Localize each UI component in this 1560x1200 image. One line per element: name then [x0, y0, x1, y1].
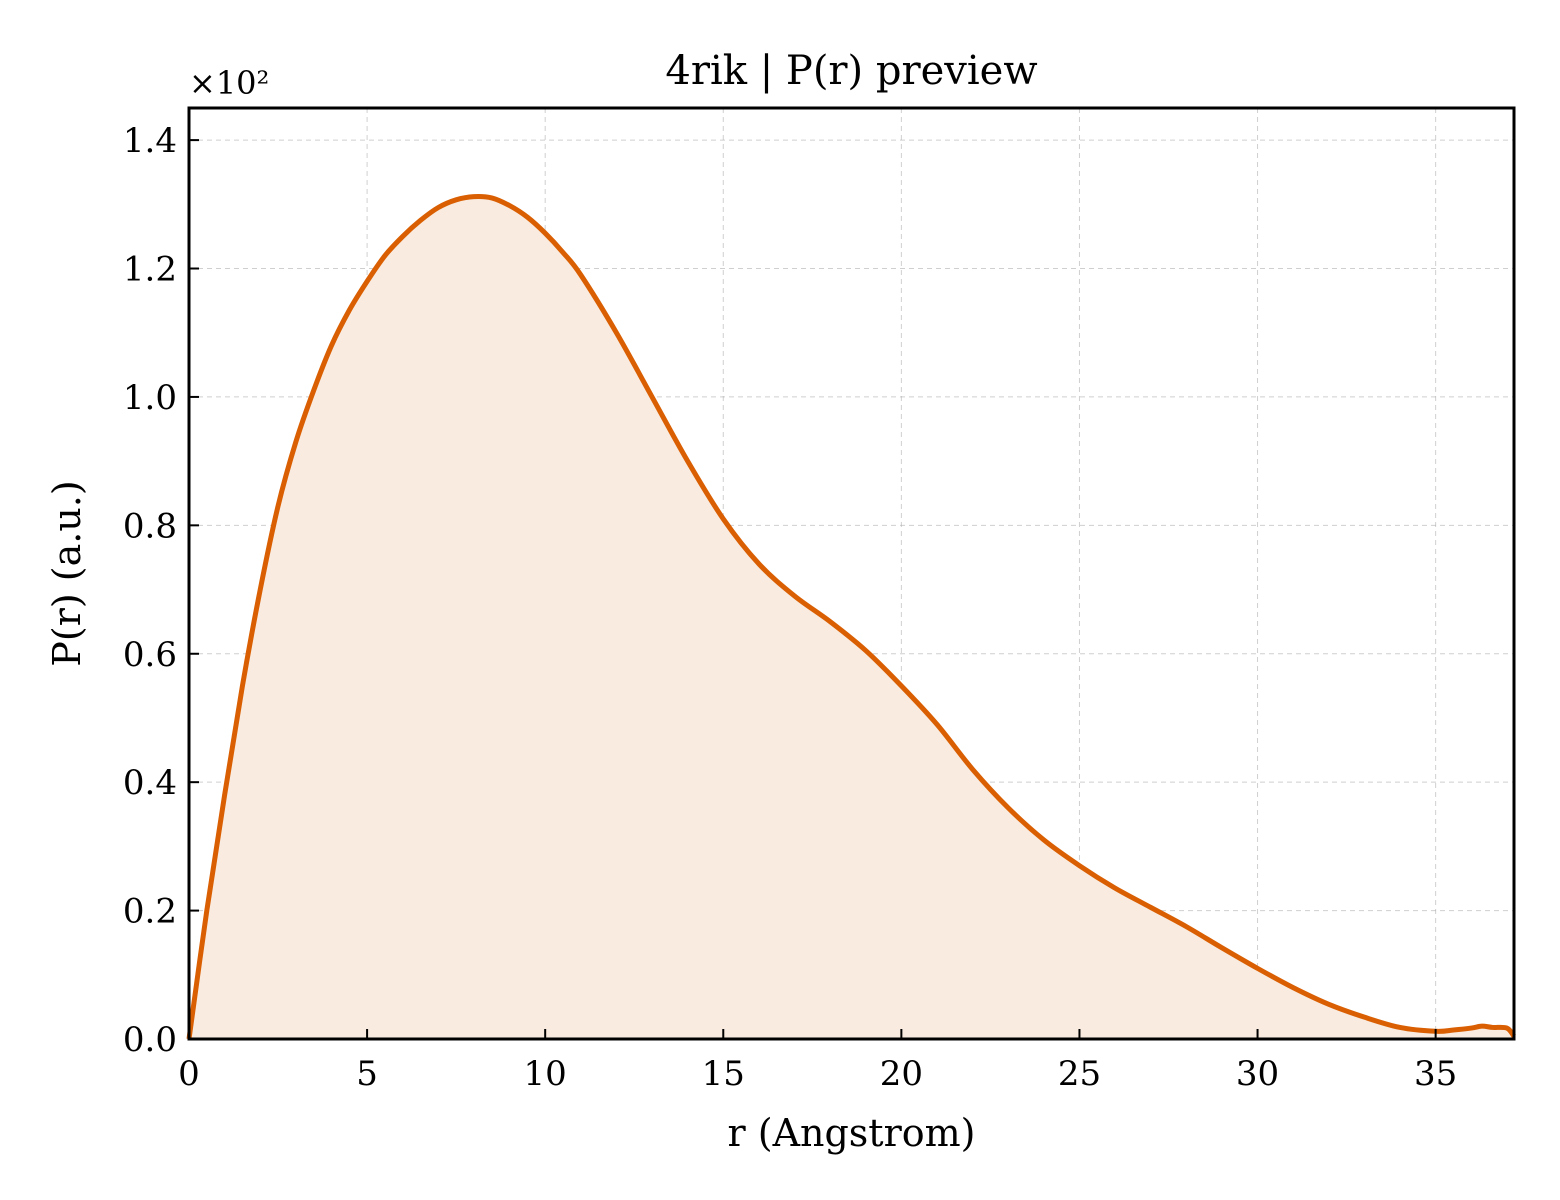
x-tick-label: 0 [178, 1054, 200, 1094]
x-axis-label: r (Angstrom) [728, 1111, 976, 1155]
y-tick-label: 0.0 [123, 1020, 177, 1060]
y-axis-label: P(r) (a.u.) [45, 480, 89, 666]
y-tick-label: 0.2 [123, 892, 177, 932]
x-tick-label: 35 [1414, 1054, 1457, 1094]
y-tick-label: 1.2 [123, 250, 177, 290]
y-tick-label: 1.0 [123, 378, 177, 418]
pr-series-line [186, 193, 1517, 1040]
y-tick-label: 0.8 [123, 506, 177, 546]
chart-title: 4rik | P(r) preview [665, 48, 1037, 94]
plot-frame [187, 106, 1516, 1041]
y-offset-label: ×10² [189, 64, 269, 102]
y-tick-label: 0.4 [123, 763, 177, 803]
x-tick-label: 30 [1236, 1054, 1279, 1094]
x-tick-label: 15 [702, 1054, 745, 1094]
y-tick-label: 0.6 [123, 635, 177, 675]
y-tick-label: 1.4 [123, 121, 177, 161]
x-tick-label: 10 [524, 1054, 567, 1094]
pr-area-fill [189, 196, 1514, 1039]
x-tick-label: 5 [356, 1054, 378, 1094]
x-tick-label: 20 [880, 1054, 923, 1094]
axis-ticks: 0 5 10 15 20 25 30 35 0.0 0.2 0.4 0.6 0.8 1.0 1.2 1.4 [123, 121, 1457, 1094]
x-tick-label: 25 [1058, 1054, 1101, 1094]
